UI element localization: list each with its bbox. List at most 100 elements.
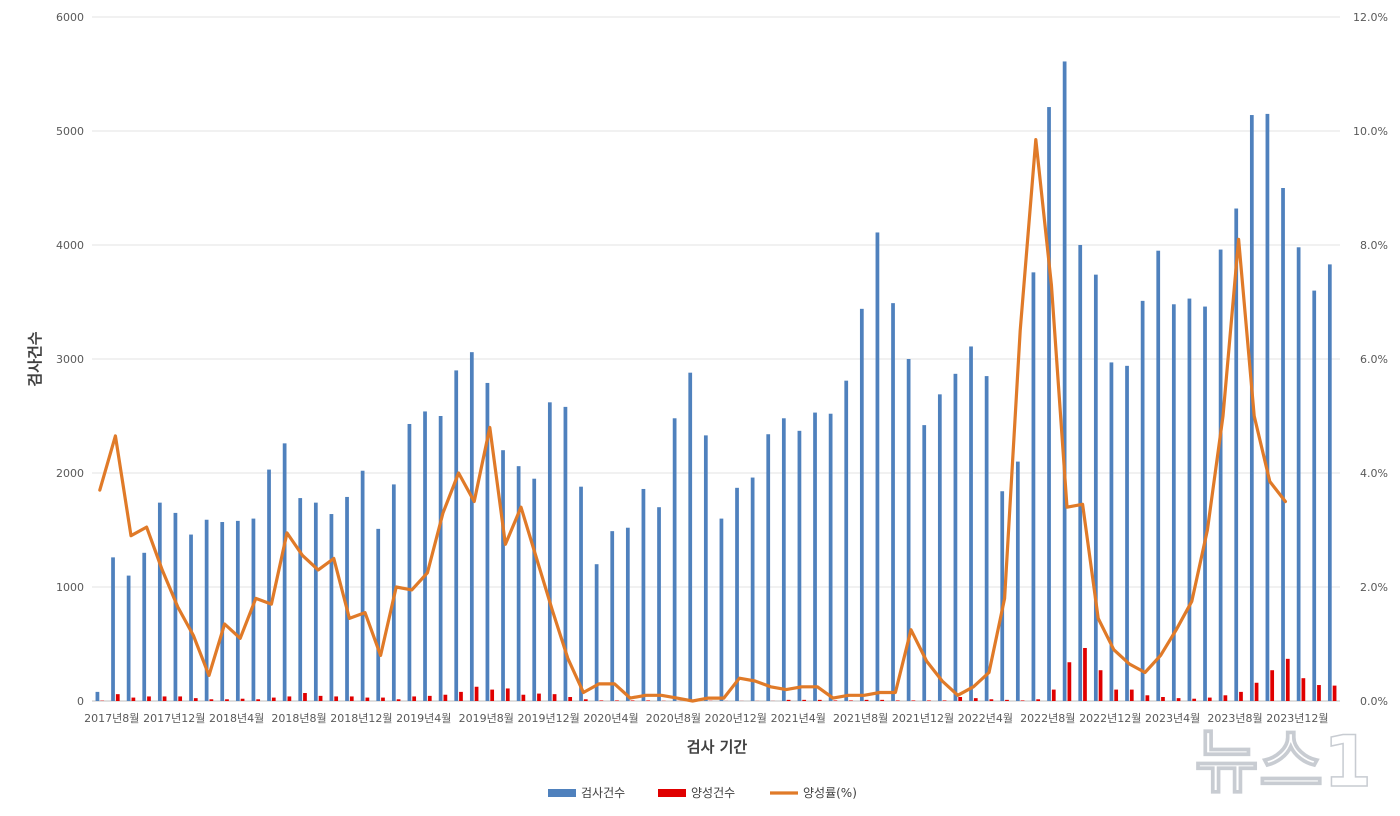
- bar-total: [547, 402, 552, 701]
- bar-positive: [537, 693, 541, 701]
- bar-total: [1281, 188, 1285, 701]
- y-tick-label: 6000: [56, 11, 84, 24]
- bar-total: [251, 518, 256, 701]
- x-tick-label: 2017년12월: [143, 712, 205, 725]
- bar-positive: [443, 694, 448, 701]
- bar-total: [719, 518, 724, 701]
- bar-positive: [459, 691, 463, 701]
- bar-positive: [240, 698, 245, 701]
- bar-positive: [1285, 658, 1290, 701]
- bar-total: [235, 520, 240, 701]
- y-tick-label: 2000: [56, 467, 84, 480]
- bar-total: [859, 308, 864, 701]
- bar-total: [1047, 107, 1051, 701]
- bar-positive: [1207, 697, 1212, 701]
- legend-label: 양성률(%): [803, 786, 857, 800]
- bar-positive: [287, 696, 292, 701]
- bar-positive: [1317, 685, 1321, 701]
- bar-total: [95, 691, 100, 701]
- bar-positive: [162, 696, 167, 701]
- bar-total: [1109, 362, 1114, 701]
- y2-tick-label: 4.0%: [1360, 467, 1388, 480]
- y-tick-label: 5000: [56, 125, 84, 138]
- bar-total: [267, 469, 271, 701]
- x-tick-label: 2019년4월: [396, 712, 451, 725]
- bar-positive: [1051, 689, 1056, 701]
- bar-positive: [552, 694, 557, 701]
- bar-total: [111, 557, 115, 701]
- y2-tick-label: 12.0%: [1353, 11, 1388, 24]
- bar-positive: [817, 699, 822, 701]
- bar-total: [282, 443, 287, 701]
- bar-total: [1015, 461, 1020, 701]
- x-tick-label: 2019년12월: [517, 712, 579, 725]
- bar-total: [1327, 264, 1332, 701]
- bar-positive: [209, 699, 214, 701]
- gridlines: [92, 16, 1340, 702]
- y2-tick-label: 6.0%: [1360, 353, 1388, 366]
- x-tick-label: 2017년8월: [84, 712, 139, 725]
- series-positive-rate: [98, 138, 1288, 703]
- bar-positive: [381, 697, 385, 701]
- series-total-tests: [95, 61, 1332, 702]
- bar-positive: [989, 699, 994, 701]
- bar-positive: [1098, 670, 1103, 701]
- bar-total: [360, 470, 365, 701]
- bar-total: [298, 498, 303, 701]
- bar-total: [922, 425, 927, 701]
- bar-total: [766, 434, 771, 701]
- bar-total: [516, 466, 521, 701]
- legend: 검사건수 양성건수 양성률(%): [548, 786, 857, 800]
- bar-total: [345, 496, 349, 701]
- bar-total: [1078, 245, 1083, 701]
- bar-total: [376, 528, 381, 701]
- y2-tick-label: 2.0%: [1360, 581, 1388, 594]
- bar-positive: [958, 697, 963, 701]
- x-tick-label: 2021년4월: [771, 712, 826, 725]
- bar-positive: [1301, 678, 1306, 701]
- bar-positive: [1223, 695, 1228, 701]
- bar-total: [610, 531, 615, 701]
- bar-positive: [864, 699, 869, 701]
- bar-total: [157, 502, 162, 701]
- bar-total: [532, 478, 537, 701]
- bar-positive: [630, 700, 635, 701]
- x-tick-label: 2019년8월: [459, 712, 514, 725]
- bar-total: [1234, 208, 1239, 701]
- y-axis-title: 검사건수: [26, 331, 44, 386]
- y-tick-label: 0: [77, 695, 84, 708]
- bar-positive: [131, 697, 136, 701]
- bar-positive: [365, 697, 370, 701]
- x-tick-label: 2021년8월: [833, 712, 888, 725]
- bar-positive: [927, 700, 931, 701]
- bar-total: [813, 412, 817, 701]
- news-watermark: 뉴스1: [1194, 721, 1372, 803]
- bar-total: [1265, 113, 1270, 701]
- bar-positive: [1254, 682, 1259, 701]
- bar-positive: [334, 696, 339, 701]
- bar-positive: [505, 688, 510, 701]
- bar-total: [1125, 365, 1129, 701]
- bar-positive: [412, 696, 417, 701]
- bar-total: [313, 502, 318, 701]
- bar-total: [906, 359, 911, 701]
- bar-total: [657, 507, 661, 701]
- bar-total: [1062, 61, 1067, 701]
- bar-positive: [147, 696, 151, 701]
- bar-total: [189, 534, 193, 701]
- bar-positive: [271, 697, 276, 701]
- bar-total: [329, 514, 334, 701]
- bar-total: [735, 487, 739, 701]
- bar-total: [563, 406, 568, 701]
- bar-positive: [786, 699, 791, 701]
- x-tick-label: 2020년4월: [583, 712, 638, 725]
- bar-total: [126, 575, 131, 701]
- y-tick-label: 4000: [56, 239, 84, 252]
- bar-positive: [474, 686, 479, 701]
- bar-positive: [1083, 647, 1087, 701]
- bar-total: [501, 450, 505, 701]
- bar-positive: [880, 699, 885, 701]
- bar-positive: [1129, 689, 1134, 701]
- x-tick-label: 2023년12월: [1266, 712, 1328, 725]
